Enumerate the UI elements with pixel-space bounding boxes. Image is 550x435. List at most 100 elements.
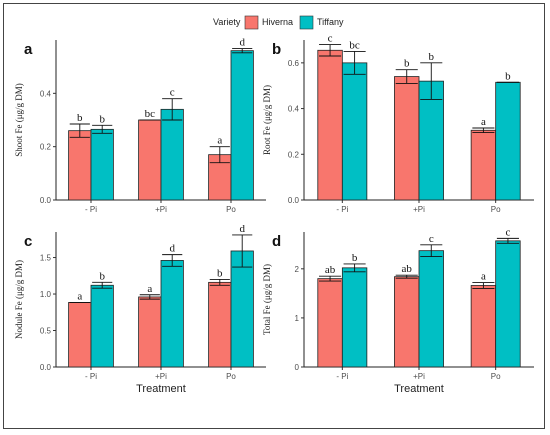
error-bar xyxy=(209,278,230,286)
bar-hiverna xyxy=(138,296,162,368)
y-tick-label: 1.5 xyxy=(40,254,52,263)
legend-label-hiverna: Hiverna xyxy=(262,17,293,27)
bar-tiffany xyxy=(418,250,444,368)
error-bar xyxy=(139,294,160,300)
panel-label: c xyxy=(24,233,32,250)
x-tick-label: Po xyxy=(226,372,236,381)
error-bar xyxy=(395,69,418,84)
error-bar xyxy=(92,281,113,289)
error-bar xyxy=(232,48,253,54)
error-bar xyxy=(92,124,113,134)
significance-letter: d xyxy=(169,243,175,255)
y-tick-label: 0.4 xyxy=(40,89,52,98)
panel-b: b Root Fe (μg/g DM) 0.0 0.2 0.4 0.6 - Pi c bc +Pi… xyxy=(262,33,534,214)
significance-letter: b xyxy=(505,70,511,82)
error-bar xyxy=(420,244,443,257)
significance-letter: bc xyxy=(349,39,360,51)
y-axis-label: Total Fe (μg/g DM) xyxy=(262,264,272,335)
y-tick-label: 0.5 xyxy=(40,327,52,336)
significance-letter: a xyxy=(147,283,152,295)
x-tick-label: +Pi xyxy=(413,372,425,381)
error-bar xyxy=(420,62,443,100)
y-tick-label: 0.0 xyxy=(40,363,52,372)
legend-title: Variety xyxy=(213,17,241,27)
error-bar xyxy=(209,146,230,164)
y-tick-label: 0.2 xyxy=(40,143,52,152)
y-tick-label: 0.0 xyxy=(40,196,52,205)
x-tick-label: Po xyxy=(226,205,236,214)
y-tick-label: 0.0 xyxy=(288,196,300,205)
significance-letter: c xyxy=(170,87,175,99)
y-axis-label: Root Fe (μg/g DM) xyxy=(262,85,272,155)
chart-svg: Variety Hiverna Tiffany a Shoot Fe (μg/g … xyxy=(14,15,534,395)
significance-letter: b xyxy=(429,51,435,63)
y-tick-label: 0.6 xyxy=(288,59,300,68)
x-axis-title: Treatment xyxy=(394,383,444,395)
bar-tiffany xyxy=(341,267,368,368)
significance-letter: b xyxy=(77,112,83,124)
error-bar xyxy=(232,234,253,268)
significance-letter: ab xyxy=(402,263,413,275)
significance-letter: c xyxy=(328,33,333,45)
significance-letter: ab xyxy=(325,264,336,276)
y-tick-label: 0.2 xyxy=(288,150,300,159)
x-tick-label: +Pi xyxy=(413,205,425,214)
significance-letter: bc xyxy=(145,108,156,120)
significance-letter: b xyxy=(217,267,223,279)
legend: Variety Hiverna Tiffany xyxy=(213,15,344,30)
bar-tiffany xyxy=(230,50,254,201)
bar-tiffany xyxy=(418,80,444,201)
panel-label: b xyxy=(272,41,281,58)
significance-letter: c xyxy=(429,233,434,245)
bar-tiffany xyxy=(90,128,114,201)
bar-tiffany xyxy=(160,260,184,368)
significance-letter: b xyxy=(352,252,358,264)
error-bar xyxy=(162,98,183,121)
y-tick-label: 2 xyxy=(295,265,300,274)
x-tick-label: +Pi xyxy=(155,205,167,214)
y-tick-label: 1.0 xyxy=(40,290,52,299)
significance-letter: d xyxy=(239,223,245,235)
significance-letter: a xyxy=(481,271,486,283)
bar-tiffany xyxy=(230,250,254,368)
significance-letter: a xyxy=(481,116,486,128)
bar-tiffany xyxy=(160,108,184,201)
panel-label: a xyxy=(24,41,33,58)
significance-letter: c xyxy=(505,226,510,238)
bar-tiffany xyxy=(495,81,521,201)
significance-letter: b xyxy=(99,270,105,282)
bar-hiverna xyxy=(68,302,92,368)
x-tick-label: - Pi xyxy=(85,205,97,214)
bar-hiverna xyxy=(470,285,497,368)
x-tick-label: Po xyxy=(491,205,501,214)
error-bar xyxy=(472,127,495,134)
significance-letter: a xyxy=(217,135,222,147)
error-bar xyxy=(343,263,366,273)
bar-hiverna xyxy=(317,49,343,201)
bar-hiverna xyxy=(138,119,162,201)
x-tick-label: - Pi xyxy=(85,372,97,381)
bar-hiverna xyxy=(208,281,232,368)
error-bar xyxy=(69,123,90,138)
significance-letter: a xyxy=(77,290,82,302)
panel-a: a Shoot Fe (μg/g DM) 0.0 0.2 0.4 - Pi b b +Pi bc c… xyxy=(14,37,266,214)
error-bar xyxy=(162,254,183,267)
bar-tiffany xyxy=(341,62,368,201)
significance-letter: b xyxy=(404,58,410,70)
bar-hiverna xyxy=(394,276,420,368)
error-bar xyxy=(395,274,418,279)
legend-swatch-tiffany xyxy=(299,15,314,30)
bar-hiverna xyxy=(317,278,343,368)
bar-hiverna xyxy=(470,129,497,201)
x-axis-title: Treatment xyxy=(136,383,186,395)
panel-label: d xyxy=(272,233,281,250)
error-bar xyxy=(472,282,495,289)
significance-letter: b xyxy=(99,113,105,125)
legend-label-tiffany: Tiffany xyxy=(317,17,344,27)
significance-letter: d xyxy=(239,37,245,49)
bar-tiffany xyxy=(495,240,521,368)
y-axis-label: Nodule Fe (μg/g DM) xyxy=(14,260,24,339)
panel-d: d Total Fe (μg/g DM) 0 1 2 - Pi ab b +Pi ab c Po a c T… xyxy=(262,226,534,395)
